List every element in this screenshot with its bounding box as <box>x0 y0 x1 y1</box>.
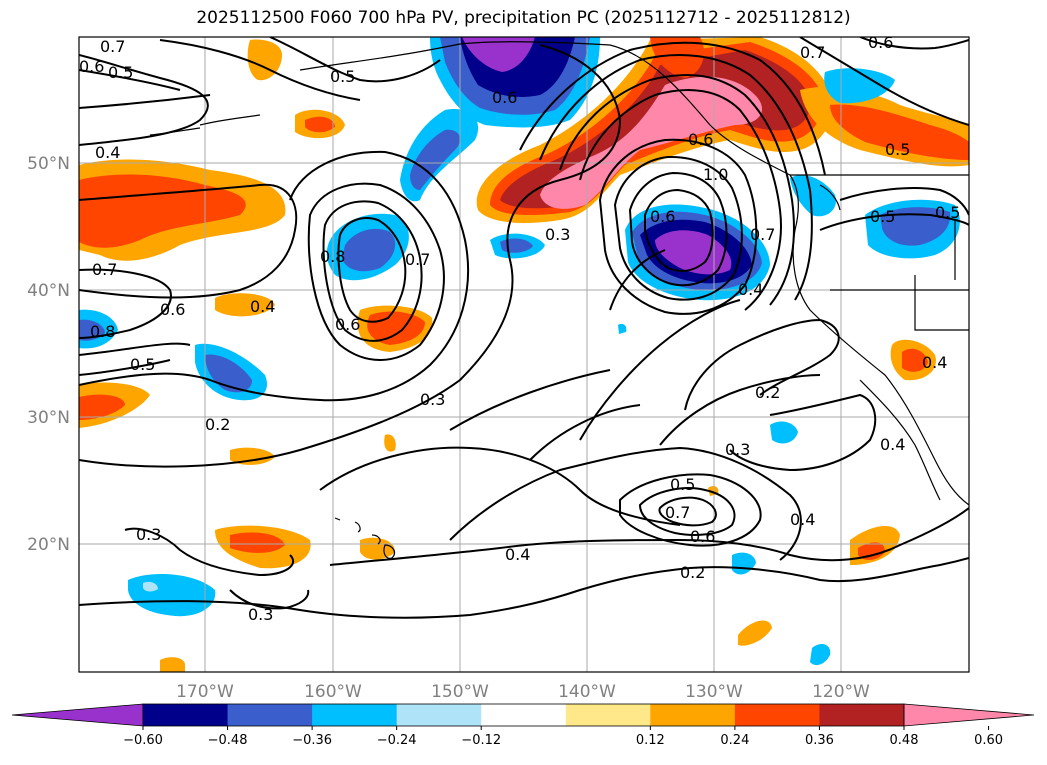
colorbar-extend-min <box>11 703 144 727</box>
contour-label: 0.4 <box>95 143 120 162</box>
lon-label: 140°W <box>558 682 616 702</box>
contour-label: 0.6 <box>868 33 893 52</box>
lat-label: 40°N <box>27 281 70 301</box>
colorbar-swatch <box>819 704 905 726</box>
gridlines <box>79 37 969 672</box>
contour-label: 0.5 <box>935 203 960 222</box>
colorbar-tick-label: 0.48 <box>890 733 919 748</box>
contour-labels: 0.7 0.6 0.5 0.5 0.4 0.6 0.6 1.0 0.7 0.6 … <box>79 33 960 624</box>
contour-label: 0.6 <box>160 300 185 319</box>
contour-label: 0.7 <box>750 225 775 244</box>
colorbar-tick-label: −0.48 <box>208 733 248 748</box>
contour-label: 0.7 <box>100 37 125 56</box>
contour-label: 0.3 <box>420 390 445 409</box>
lat-label: 20°N <box>27 535 70 555</box>
lon-label: 120°W <box>812 682 870 702</box>
colorbar-tick-label: 0.36 <box>805 733 834 748</box>
colorbar-swatch <box>734 704 820 726</box>
contour-label: 0.3 <box>725 440 750 459</box>
contour-label: 0.6 <box>690 527 715 546</box>
colorbar: −0.60 −0.48 −0.36 −0.24 −0.12 0.12 0.24 0.36 0.4… <box>11 703 1035 748</box>
contour-label: 0.7 <box>800 43 825 62</box>
contour-label: 0.8 <box>90 322 115 341</box>
contour-label: 0.4 <box>738 280 763 299</box>
colorbar-tick-label: −0.24 <box>377 733 417 748</box>
contour-label: 0.3 <box>545 225 570 244</box>
colorbar-tick-label: 0.12 <box>636 733 665 748</box>
contour-label: 0.7 <box>92 260 117 279</box>
lat-label: 30°N <box>27 408 70 428</box>
colorbar-frame <box>142 703 905 727</box>
lon-label: 130°W <box>685 682 743 702</box>
contour-label: 0.6 <box>688 130 713 149</box>
lon-label: 160°W <box>304 682 362 702</box>
hawaii-islands <box>334 517 396 559</box>
contour-label: 0.4 <box>922 353 947 372</box>
colorbar-extend-max <box>903 703 1035 727</box>
contour-label: 0.2 <box>680 563 705 582</box>
colorbar-swatch <box>650 704 736 726</box>
latitude-labels: 50°N 40°N 30°N 20°N <box>27 154 70 555</box>
contour-label: 0.3 <box>136 525 161 544</box>
colorbar-swatch <box>396 704 482 726</box>
contour-label: 0.2 <box>205 415 230 434</box>
contour-label: 0.6 <box>79 57 104 76</box>
coastlines <box>149 41 969 506</box>
contour-label: 0.3 <box>248 605 273 624</box>
contour-label: 0.6 <box>335 315 360 334</box>
contour-label: 0.5 <box>885 140 910 159</box>
colorbar-tick-label: 0.24 <box>720 733 749 748</box>
longitude-labels: 170°W 160°W 150°W 140°W 130°W 120°W <box>176 682 870 702</box>
contour-label: 1.0 <box>703 165 728 184</box>
colorbar-swatch <box>312 704 398 726</box>
contour-label: 0.5 <box>130 355 155 374</box>
lon-label: 150°W <box>431 682 489 702</box>
pv-contours <box>79 37 969 619</box>
precipitation-shading <box>79 37 969 672</box>
contour-label: 0.8 <box>320 247 345 266</box>
colorbar-tick-label: −0.36 <box>292 733 332 748</box>
colorbar-tick-label: −0.12 <box>461 733 501 748</box>
contour-label: 0.4 <box>505 545 530 564</box>
contour-label: 0.4 <box>880 435 905 454</box>
contour-label: 0.4 <box>790 510 815 529</box>
contour-label: 0.6 <box>650 207 675 226</box>
contour-label: 0.5 <box>330 67 355 86</box>
colorbar-swatch <box>227 704 313 726</box>
contour-label: 0.4 <box>250 297 275 316</box>
contour-label: 0.7 <box>665 503 690 522</box>
map-frame <box>78 36 970 673</box>
colorbar-swatch <box>565 704 651 726</box>
colorbar-tick-label: −0.60 <box>123 733 163 748</box>
contour-label: 0.6 <box>492 88 517 107</box>
lat-label: 50°N <box>27 154 70 174</box>
lon-label: 170°W <box>176 682 234 702</box>
colorbar-swatch <box>481 704 567 726</box>
contour-label: 0.5 <box>670 475 695 494</box>
colorbar-swatch <box>143 704 229 726</box>
colorbar-tick-label: 0.60 <box>974 733 1003 748</box>
contour-label: 0.5 <box>870 207 895 226</box>
contour-label: 0.2 <box>755 383 780 402</box>
contour-label: 0.5 <box>108 63 133 82</box>
map-title: 2025112500 F060 700 hPa PV, precipitatio… <box>196 8 851 28</box>
contour-label: 0.7 <box>405 250 430 269</box>
